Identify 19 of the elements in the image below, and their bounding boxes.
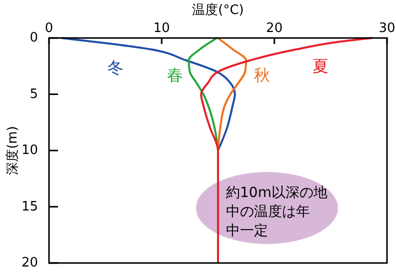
y-axis-title: 深度(m) xyxy=(4,126,21,175)
y-tick-label: 5 xyxy=(30,86,38,102)
line-series xyxy=(188,37,219,152)
y-tick-label: 10 xyxy=(21,143,38,158)
x-axis-title: 温度(°C) xyxy=(192,2,244,18)
series-label: 夏 xyxy=(312,56,329,76)
series-label: 冬 xyxy=(107,58,124,77)
x-tick-label: 20 xyxy=(266,21,283,36)
x-tick-label: 0 xyxy=(44,21,54,36)
y-tick-label: 0 xyxy=(30,30,38,46)
series-label: 春 xyxy=(167,66,184,85)
annotation: 約10m以深の地中の温度は年中一定 xyxy=(226,184,328,239)
line-series xyxy=(200,37,374,264)
series-label: 秋 xyxy=(254,66,270,85)
x-tick-label: 10 xyxy=(153,21,170,36)
y-tick-label: 20 xyxy=(21,256,38,271)
x-tick-label: 30 xyxy=(378,21,396,36)
y-tick-label: 15 xyxy=(21,199,38,214)
line-series xyxy=(60,37,236,152)
